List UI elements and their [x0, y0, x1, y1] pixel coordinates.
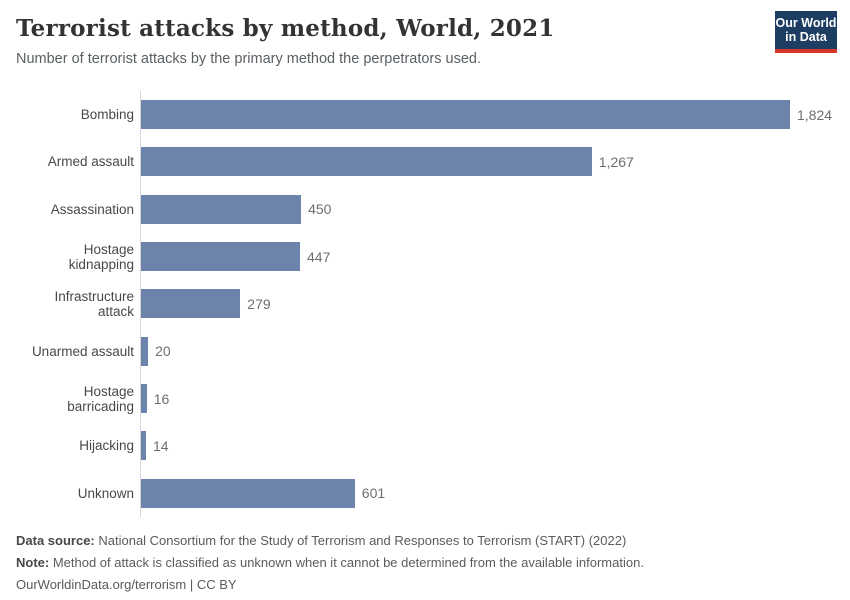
bar-track: 1,824 — [140, 91, 834, 139]
bar-value-label: 20 — [155, 343, 171, 360]
bar-track: 447 — [140, 232, 834, 281]
page-title: Terrorist attacks by method, World, 2021 — [16, 15, 555, 42]
row-label: Unarmed assault — [31, 343, 134, 359]
row-label: Armed assault — [47, 154, 134, 170]
chart-row: Unknown 601 — [16, 469, 834, 517]
row-label: Bombing — [80, 107, 134, 123]
bar-value-label: 16 — [153, 390, 170, 407]
chart-row: Hijacking 14 — [16, 422, 834, 470]
license-line[interactable]: OurWorldinData.org/terrorism | CC BY — [16, 577, 237, 592]
bar[interactable] — [141, 478, 355, 508]
bar-value-label: 601 — [361, 485, 386, 502]
chart-row: Assassination 450 — [16, 185, 834, 233]
bar-chart: Bombing 1,824 Armed assault 1,267 Assassinat… — [16, 91, 834, 517]
data-source-line: Data source: National Consortium for the… — [16, 530, 834, 552]
bar-track: 1,267 — [140, 138, 834, 186]
owid-logo-line1: Our World — [775, 16, 837, 30]
chart-row: Hostage kidnapping 447 — [16, 232, 834, 281]
bar-track: 279 — [140, 280, 834, 328]
note-label: Note: — [16, 555, 50, 570]
bar-value-label: 14 — [153, 437, 169, 454]
bar[interactable] — [141, 289, 241, 319]
bar-value-label: 279 — [247, 295, 271, 312]
bar-value-label: 447 — [307, 248, 331, 265]
chart-row: Infrastructure attack 279 — [16, 280, 834, 328]
bar[interactable] — [141, 384, 147, 414]
chart-footer: Data source: National Consortium for the… — [16, 530, 834, 596]
bar[interactable] — [141, 242, 300, 272]
bar-track: 16 — [140, 374, 834, 423]
bar-track: 601 — [140, 469, 834, 517]
bar[interactable] — [141, 147, 592, 177]
bar-track: 20 — [140, 327, 834, 375]
owid-logo[interactable]: Our World in Data — [775, 11, 837, 53]
row-label: Infrastructure attack — [54, 288, 134, 319]
note-line: Note: Method of attack is classified as … — [16, 552, 834, 574]
bar[interactable] — [141, 431, 146, 461]
owid-logo-line2: in Data — [785, 30, 827, 44]
bar-track: 14 — [140, 422, 834, 470]
note-text: Method of attack is classified as unknow… — [49, 555, 644, 570]
data-source-text: National Consortium for the Study of Ter… — [94, 533, 627, 548]
bar-value-label: 1,267 — [598, 153, 634, 170]
row-label: Assassination — [50, 201, 134, 217]
bar[interactable] — [141, 194, 302, 224]
bar[interactable] — [141, 336, 149, 366]
row-label: Unknown — [77, 485, 134, 501]
bar[interactable] — [141, 100, 790, 130]
page-subtitle: Number of terrorist attacks by the prima… — [16, 51, 482, 67]
chart-row: Unarmed assault 20 — [16, 327, 834, 375]
row-label: Hostage kidnapping — [68, 241, 134, 272]
data-source-label: Data source: — [16, 533, 95, 548]
bar-value-label: 1,824 — [797, 106, 833, 123]
chart-row: Bombing 1,824 — [16, 91, 834, 139]
row-label: Hijacking — [79, 438, 134, 454]
bar-track: 450 — [140, 185, 834, 233]
row-label: Hostage barricading — [67, 383, 134, 414]
chart-row: Hostage barricading 16 — [16, 374, 834, 423]
chart-row: Armed assault 1,267 — [16, 138, 834, 186]
bar-value-label: 450 — [308, 201, 332, 218]
